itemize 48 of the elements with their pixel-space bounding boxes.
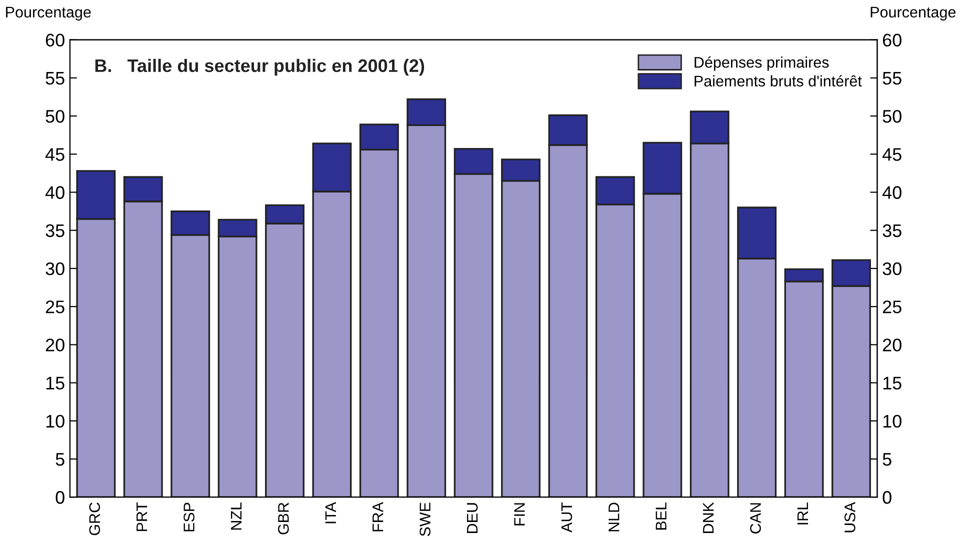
x-tick-label: ITA: [325, 502, 336, 524]
y2-tick-label: 5: [882, 453, 892, 466]
x-tick-label: SWE: [420, 502, 430, 536]
x-tick-label: AUT: [561, 502, 572, 532]
x-tick-label: DEU: [467, 503, 478, 533]
y-tick-label: 0: [56, 491, 64, 504]
y2-tick-label: 60: [882, 34, 902, 47]
x-tick-label: BEL: [656, 502, 666, 530]
y-tick-label: 10: [46, 414, 64, 428]
text: B. Taille du secteur public en 2001 (2): [95, 58, 424, 76]
x-tick-label: IRL: [797, 502, 808, 524]
y-tick-label: 30: [46, 262, 64, 276]
y2-tick-label: 15: [883, 376, 902, 390]
x-tick-label: FRA: [372, 502, 384, 532]
y-tick-label: 15: [46, 376, 64, 390]
y-tick-label: 5: [56, 453, 64, 466]
y-tick-label: 50: [46, 110, 64, 123]
y-tick-label: 40: [45, 186, 64, 199]
y2-tick-label: 0: [882, 491, 892, 504]
y2-axis-title: Pourcentage: [870, 6, 956, 21]
legend-label: Dépenses primaires: [694, 56, 829, 71]
y-tick-label: 55: [46, 72, 64, 85]
y2-tick-label: 55: [882, 72, 902, 85]
x-tick-label: GBR: [278, 502, 289, 534]
y2-tick-label: 20: [882, 338, 902, 352]
x-tick-label: PRT: [136, 502, 148, 532]
x-tick-label: NLD: [608, 502, 620, 532]
y2-tick-label: 10: [883, 414, 902, 428]
x-tick-label: USA: [844, 502, 856, 532]
y-axis-title: Pourcentage: [6, 6, 91, 21]
x-tick-label: DNK: [703, 502, 714, 533]
y2-tick-label: 45: [882, 148, 902, 161]
y2-tick-label: 35: [882, 224, 902, 238]
x-tick-label: FIN: [514, 503, 525, 526]
y-tick-label: 60: [46, 34, 64, 47]
y2-tick-label: 30: [882, 262, 902, 276]
x-tick-label: NZL: [230, 502, 242, 530]
y-tick-label: 25: [46, 300, 64, 314]
y2-tick-label: 25: [882, 300, 902, 314]
x-tick-label: CAN: [750, 503, 761, 534]
y2-tick-label: 50: [882, 110, 902, 123]
y2-tick-label: 40: [882, 186, 902, 199]
legend-label: Paiements bruts d'intérêt: [694, 75, 862, 87]
y-tick-label: 35: [46, 224, 64, 238]
x-tick-label: GRC: [89, 502, 100, 536]
y-tick-label: 20: [46, 338, 64, 352]
y-tick-label: 45: [45, 148, 64, 161]
x-tick-label: ESP: [184, 502, 194, 532]
